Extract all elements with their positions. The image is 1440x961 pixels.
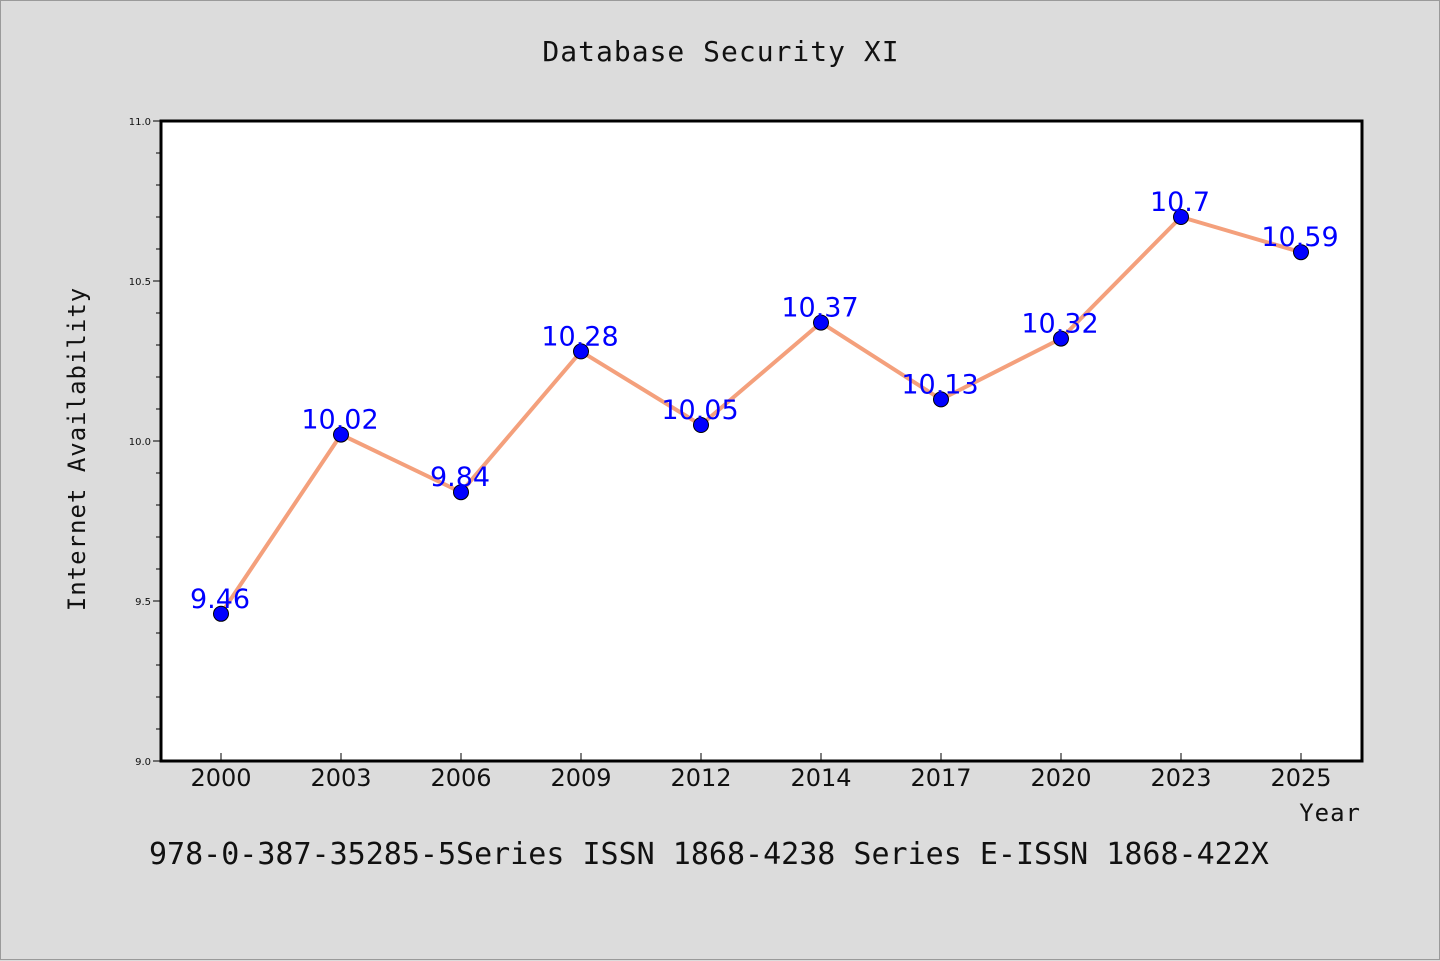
data-label: 10.32 — [1021, 309, 1098, 340]
data-point — [213, 605, 229, 622]
x-tick-label: 2023 — [1150, 764, 1211, 792]
plot-area — [159, 119, 1364, 763]
data-point — [453, 484, 469, 501]
data-point — [933, 391, 949, 408]
data-label-layer: 9.46 10.02 9.84 10.28 10.05 10.37 10.13 10.32 10… — [190, 187, 1339, 615]
data-label: 10.7 — [1150, 187, 1210, 218]
y-tick-label: 9.5 — [135, 597, 151, 608]
data-label: 10.37 — [781, 293, 858, 324]
footer-isbn-text: 978-0-387-35285-5Series ISSN 1868-4238 S… — [149, 837, 1269, 872]
x-tick-label: 2000 — [190, 764, 251, 792]
series-layer — [213, 209, 1309, 622]
x-axis: 2000 2003 2006 2009 2012 2014 2017 2020 2023 2025 — [190, 753, 1332, 792]
y-axis: 9.0 9.5 10.0 10.5 11.0 — [129, 117, 161, 768]
chart-title: Database Security XI — [542, 35, 900, 68]
data-point — [573, 343, 589, 360]
x-axis-label: Year — [1299, 799, 1361, 827]
data-point — [693, 417, 709, 433]
x-tick-label: 2012 — [670, 764, 731, 792]
data-label: 10.59 — [1261, 222, 1338, 253]
x-tick-label: 2020 — [1030, 764, 1091, 792]
y-tick-label: 11.0 — [129, 117, 151, 128]
x-tick-label: 2025 — [1270, 764, 1331, 792]
data-label: 10.02 — [301, 405, 378, 436]
data-point — [813, 314, 829, 331]
data-label: 10.28 — [541, 321, 618, 352]
y-tick-label: 10.5 — [129, 277, 151, 288]
data-label: 9.46 — [190, 584, 250, 615]
data-point — [333, 426, 349, 443]
data-point — [1053, 330, 1069, 347]
y-axis-label: Internet Availability — [63, 287, 91, 611]
data-label: 10.13 — [901, 369, 978, 400]
data-label: 10.05 — [661, 395, 738, 426]
x-tick-label: 2006 — [430, 764, 491, 792]
y-tick-label: 10.0 — [129, 437, 151, 448]
series-line — [219, 215, 1302, 615]
data-point — [1293, 244, 1309, 261]
x-tick-label: 2009 — [550, 764, 611, 792]
x-tick-label: 2017 — [910, 764, 971, 792]
data-label: 9.84 — [430, 462, 490, 493]
data-point — [1173, 209, 1189, 225]
x-tick-label: 2003 — [310, 764, 371, 792]
x-tick-label: 2014 — [790, 764, 851, 792]
y-tick-label: 9.0 — [135, 757, 151, 768]
